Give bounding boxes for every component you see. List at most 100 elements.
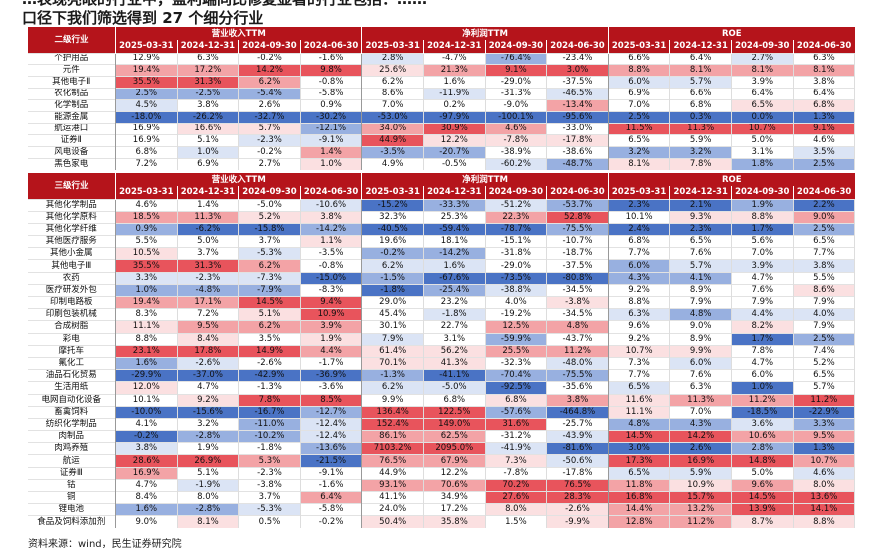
- industry-name: 氟化工: [27, 356, 116, 370]
- table-row: 农药 3.3% -2.3% -7.3% -15.0% -1.5% -67.6% -73.5% -…: [27, 271, 856, 285]
- value-cell: -100.1%: [485, 110, 548, 124]
- value-cell: 14.1%: [793, 503, 856, 516]
- value-cell: -75.5%: [546, 369, 609, 382]
- value-cell: -34.5%: [546, 283, 609, 297]
- value-cell: 17.8%: [177, 344, 240, 358]
- value-cell: 4.5%: [115, 99, 178, 112]
- page-title: …表现亮眼的行业中，盈利端同比修复显著的行业包括：…… 口径下我们筛选得到 27…: [22, 0, 872, 28]
- value-cell: 29.0%: [361, 295, 424, 309]
- value-cell: -29.9%: [115, 369, 178, 382]
- value-cell: 5.9%: [669, 466, 732, 480]
- industry-name: 医疗研发外包: [27, 283, 116, 297]
- value-cell: 19.4%: [115, 64, 178, 77]
- value-cell: 10.7%: [731, 122, 794, 135]
- table-row: 油品石化贸易 -29.9% -37.0% -42.9% -36.9% -1.3% -41.1…: [27, 369, 856, 382]
- value-cell: 6.9%: [608, 87, 671, 100]
- value-cell: -67.6%: [423, 271, 486, 285]
- value-cell: 2.5%: [793, 222, 856, 236]
- value-cell: -30.2%: [300, 110, 363, 124]
- value-cell: 14.2%: [238, 64, 301, 77]
- value-cell: -1.8%: [423, 308, 486, 321]
- value-cell: 9.0%: [793, 210, 856, 224]
- industry-name: 钴: [27, 478, 116, 492]
- value-cell: -43.7%: [546, 332, 609, 346]
- value-cell: 9.0%: [115, 515, 178, 529]
- value-cell: 18.5%: [115, 210, 178, 224]
- value-cell: 6.8%: [793, 99, 856, 112]
- value-cell: -2.8%: [177, 503, 240, 516]
- period-header: 2024-09-30: [238, 186, 301, 199]
- value-cell: 6.2%: [361, 75, 424, 89]
- value-cell: 6.2%: [238, 320, 301, 334]
- value-cell: 21.3%: [423, 64, 486, 77]
- value-cell: 16.9%: [669, 454, 732, 468]
- value-cell: -22.9%: [793, 405, 856, 419]
- period-header: 2024-06-30: [299, 186, 362, 199]
- value-cell: 9.6%: [608, 320, 671, 334]
- value-cell: 16.8%: [608, 490, 671, 504]
- value-cell: 1.6%: [115, 503, 178, 516]
- value-cell: -7.8%: [485, 134, 548, 147]
- value-cell: 7.7%: [608, 247, 671, 260]
- industry-name: 航运港口: [27, 122, 116, 135]
- value-cell: 4.6%: [485, 122, 548, 135]
- value-cell: -7.3%: [238, 271, 301, 285]
- industry-name: 其他小金属: [27, 247, 116, 260]
- value-cell: -13.4%: [546, 99, 609, 112]
- value-cell: 8.1%: [669, 64, 732, 77]
- value-cell: 5.1%: [177, 466, 240, 480]
- value-cell: -60.2%: [485, 157, 548, 170]
- value-cell: -2.6%: [177, 356, 240, 370]
- value-cell: 2.7%: [731, 52, 794, 65]
- value-cell: 6.5%: [608, 466, 671, 480]
- value-cell: 7.0%: [608, 99, 671, 112]
- value-cell: 18.1%: [423, 235, 486, 248]
- value-cell: 14.5%: [238, 295, 301, 309]
- value-cell: 70.2%: [485, 478, 548, 492]
- value-cell: -1.9%: [177, 478, 240, 492]
- value-cell: 12.2%: [423, 134, 486, 147]
- value-cell: -3.8%: [546, 295, 609, 309]
- value-cell: -15.6%: [177, 405, 240, 419]
- value-cell: -12.7%: [300, 405, 363, 419]
- value-cell: -5.4%: [238, 87, 301, 100]
- value-cell: 5.1%: [238, 308, 301, 321]
- value-cell: -59.4%: [423, 222, 486, 236]
- value-cell: 7.8%: [731, 344, 794, 358]
- value-cell: 67.9%: [423, 454, 486, 468]
- value-cell: 1.4%: [300, 146, 363, 159]
- value-cell: 4.9%: [361, 157, 424, 170]
- value-cell: 12.0%: [115, 381, 178, 394]
- value-cell: 25.3%: [423, 210, 486, 224]
- value-cell: 6.3%: [793, 52, 856, 65]
- value-cell: 22.3%: [485, 210, 548, 224]
- value-cell: 2095.0%: [423, 442, 486, 455]
- value-cell: 7.6%: [669, 247, 732, 260]
- value-cell: -50.6%: [546, 454, 609, 468]
- value-cell: 10.7%: [793, 454, 856, 468]
- value-cell: 2.3%: [669, 222, 732, 236]
- value-cell: -9.0%: [485, 99, 548, 112]
- value-cell: 11.2%: [793, 393, 856, 407]
- industry-name: 彩电: [27, 332, 116, 346]
- value-cell: 7.6%: [669, 369, 732, 382]
- value-cell: -23.4%: [546, 52, 609, 65]
- industry-name: 肉鸡养殖: [27, 442, 116, 455]
- industry-name: 摩托车: [27, 344, 116, 358]
- value-cell: 6.3%: [669, 381, 732, 394]
- value-cell: 3.8%: [793, 259, 856, 273]
- value-cell: 14.5%: [731, 490, 794, 504]
- period-header: 2024-06-30: [546, 186, 609, 199]
- value-cell: -7.8%: [485, 466, 548, 480]
- value-cell: -53.0%: [361, 110, 424, 124]
- value-cell: -46.5%: [546, 87, 609, 100]
- value-cell: 5.9%: [669, 134, 732, 147]
- value-cell: 7.2%: [177, 308, 240, 321]
- value-cell: 11.2%: [669, 515, 732, 529]
- value-cell: 8.1%: [177, 515, 240, 529]
- value-cell: -51.2%: [485, 198, 548, 212]
- value-cell: 11.6%: [608, 393, 671, 407]
- value-cell: 4.0%: [793, 308, 856, 321]
- value-cell: 6.0%: [608, 75, 671, 89]
- value-cell: 8.3%: [115, 308, 178, 321]
